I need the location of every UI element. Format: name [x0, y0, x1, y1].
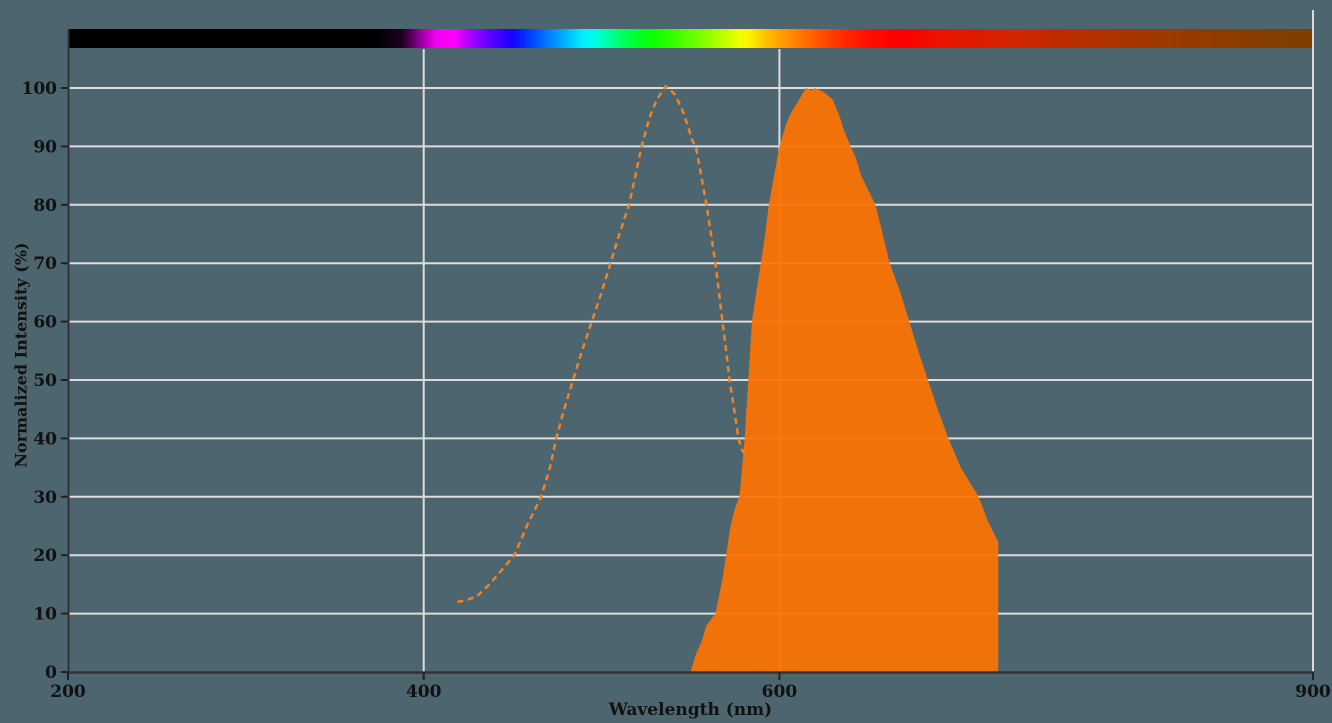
y-tick-label-40: 40 [33, 429, 57, 449]
x-tick-label-900: 900 [1295, 682, 1331, 702]
y-tick-label-70: 70 [33, 254, 57, 274]
y-tick-label-100: 100 [22, 79, 58, 99]
y-tick-label-10: 10 [33, 605, 57, 625]
x-axis-title: Wavelength (nm) [608, 700, 773, 720]
y-tick-label-20: 20 [33, 546, 57, 566]
emission-curve [690, 88, 999, 672]
y-tick-label-60: 60 [33, 313, 57, 333]
y-axis-title: Normalized Intensity (%) [11, 242, 31, 468]
x-tick-label-400: 400 [406, 682, 442, 702]
visible-spectrum-bar [68, 29, 1312, 48]
y-tick-label-80: 80 [33, 196, 57, 216]
excitation-curve [457, 84, 747, 604]
y-tick-label-30: 30 [33, 488, 57, 508]
x-tick-label-200: 200 [50, 682, 86, 702]
y-tick-label-50: 50 [33, 371, 57, 391]
y-tick-label-90: 90 [33, 137, 57, 157]
y-tick-label-0: 0 [45, 663, 57, 683]
x-tick-label-600: 600 [762, 682, 798, 702]
